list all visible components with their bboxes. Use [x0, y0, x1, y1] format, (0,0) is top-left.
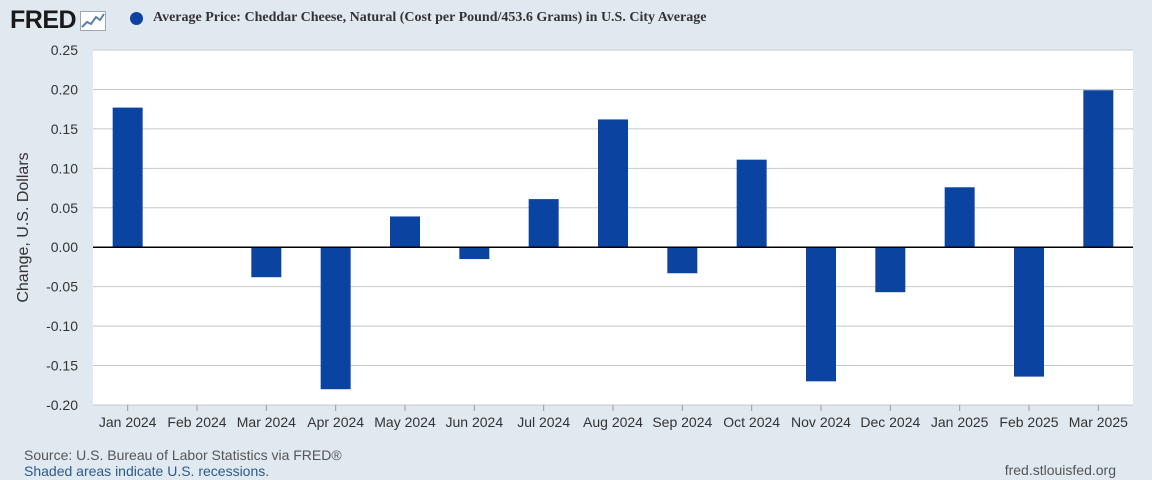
y-tick-label: 0.05 [51, 200, 78, 216]
y-tick-label: -0.05 [46, 279, 78, 295]
chart-legend: Average Price: Cheddar Cheese, Natural (… [130, 10, 706, 26]
x-tick-label: Feb 2024 [167, 414, 226, 430]
bars [112, 90, 1114, 390]
series-title: Average Price: Cheddar Cheese, Natural (… [153, 10, 707, 25]
bar[interactable] [736, 159, 767, 248]
bar[interactable] [1014, 247, 1044, 377]
y-tick-label: -0.10 [46, 318, 78, 334]
bar[interactable] [390, 216, 420, 248]
bar[interactable] [112, 107, 143, 248]
x-tick-label: Aug 2024 [583, 414, 643, 430]
bar-chart: 0.25 0.20 0.15 0.10 0.05 0.00 -0.05 -0.10 -0.15 -… [15, 42, 1133, 430]
x-tick-label: Jan 2024 [99, 414, 157, 430]
site-url[interactable]: fred.stlouisfed.org [1004, 462, 1116, 478]
fred-logo[interactable]: FRED [10, 6, 107, 35]
bar[interactable] [320, 247, 351, 390]
recession-note[interactable]: Shaded areas indicate U.S. recessions. [24, 463, 270, 479]
source-note: Source: U.S. Bureau of Labor Statistics … [24, 447, 342, 463]
bar[interactable] [251, 247, 282, 278]
x-tick-label: Jul 2024 [517, 414, 570, 430]
x-tick-label: Apr 2024 [307, 414, 364, 430]
x-tick-label: Nov 2024 [791, 414, 851, 430]
bar[interactable] [667, 247, 698, 274]
bar[interactable] [528, 199, 559, 248]
x-tick-label: Jun 2024 [446, 414, 504, 430]
bar[interactable] [944, 187, 975, 248]
x-tick-label: Feb 2025 [999, 414, 1058, 430]
bar[interactable] [875, 247, 906, 293]
y-tick-label: -0.15 [46, 358, 78, 374]
y-tick-label: 0.00 [51, 239, 78, 255]
x-tick-label: Mar 2025 [1069, 414, 1128, 430]
y-tick-label: 0.15 [51, 121, 78, 137]
bar[interactable] [806, 247, 836, 382]
y-axis-ticks: 0.25 0.20 0.15 0.10 0.05 0.00 -0.05 -0.10 -0.15 -… [46, 42, 78, 413]
x-axis-ticks: Jan 2024 Feb 2024 Mar 2024 Apr 2024 May 2024… [99, 405, 1128, 430]
x-tick-label: May 2024 [374, 414, 436, 430]
y-tick-label: 0.20 [51, 81, 78, 97]
x-tick-label: Sep 2024 [652, 414, 712, 430]
y-tick-label: 0.25 [51, 42, 78, 58]
footer: Source: U.S. Bureau of Labor Statistics … [24, 447, 342, 479]
header: FRED Average Price: Cheddar Cheese, Natu… [0, 0, 1152, 40]
y-axis-label: Change, U.S. Dollars [15, 152, 32, 302]
bar[interactable] [598, 119, 628, 248]
x-tick-label: Oct 2024 [723, 414, 780, 430]
line-chart-icon [80, 10, 107, 31]
x-tick-label: Jan 2025 [931, 414, 989, 430]
legend-marker [130, 11, 143, 25]
x-tick-label: Dec 2024 [860, 414, 920, 430]
logo-text: FRED [10, 6, 77, 34]
y-tick-label: 0.10 [51, 160, 78, 176]
bar[interactable] [1083, 90, 1114, 248]
y-tick-label: -0.20 [46, 397, 78, 413]
x-tick-label: Mar 2024 [237, 414, 296, 430]
bar[interactable] [459, 247, 490, 260]
